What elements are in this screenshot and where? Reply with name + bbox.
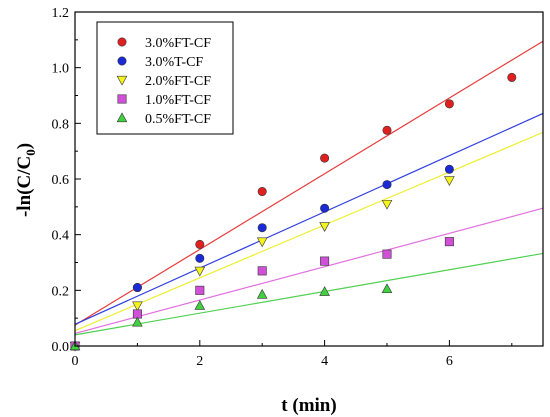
- legend-label: 1.0%FT-CF: [145, 93, 211, 108]
- legend-marker: [117, 56, 127, 66]
- fit-line: [74, 112, 544, 325]
- y-tick-label: 1.0: [52, 62, 70, 77]
- data-point: [195, 253, 205, 263]
- x-tick-label: 4: [321, 354, 328, 369]
- data-point: [132, 283, 142, 293]
- legend-marker: [117, 37, 127, 47]
- data-point: [257, 223, 267, 233]
- data-point: [319, 286, 330, 296]
- data-point: [257, 187, 267, 197]
- legend-label: 3.0%T-CF: [145, 55, 203, 70]
- x-axis-title: t (min): [281, 395, 336, 416]
- data-point: [444, 164, 454, 174]
- y-axis-title: -ln(C/C0): [14, 143, 38, 217]
- legend-label: 0.5%FT-CF: [145, 112, 211, 127]
- legend-marker: [117, 94, 127, 104]
- fit-line: [74, 207, 544, 335]
- x-tick-label: 2: [196, 354, 203, 369]
- data-point: [381, 283, 393, 294]
- data-point: [195, 285, 205, 295]
- data-point: [382, 249, 392, 259]
- legend: 3.0%FT-CF 3.0%T-CF 2.0%FT-CF 1.0%FT-CF 0.5%F…: [96, 21, 234, 135]
- y-tick-label: 1.2: [52, 6, 70, 21]
- y-tick-label: 0.0: [52, 340, 70, 355]
- y-tick-label: 0.4: [52, 229, 70, 244]
- fit-line: [74, 40, 544, 326]
- data-point: [320, 256, 330, 266]
- data-point: [381, 199, 393, 210]
- data-point: [507, 72, 517, 82]
- legend-label: 2.0%FT-CF: [145, 74, 211, 89]
- legend-label: 3.0%FT-CF: [145, 36, 211, 51]
- y-axis-title-main: -ln(C/C: [14, 156, 35, 217]
- series-lines: [74, 40, 544, 336]
- y-tick-label: 0.6: [52, 173, 70, 188]
- fit-line: [74, 131, 544, 332]
- data-point: [444, 176, 455, 187]
- legend-marker: [116, 75, 128, 86]
- data-point: [444, 99, 454, 109]
- data-point: [132, 301, 143, 312]
- data-point: [320, 153, 330, 163]
- y-axis-title-close: ): [14, 143, 35, 149]
- x-tick-label: 0: [72, 354, 79, 369]
- y-tick-label: 0.2: [52, 284, 70, 299]
- y-axis-title-sub: 0: [23, 149, 38, 156]
- data-point: [194, 300, 206, 310]
- x-tick-label: 6: [446, 354, 453, 369]
- x-axis: 0 2 4 6: [72, 340, 513, 369]
- data-point: [194, 266, 206, 277]
- fit-line: [74, 252, 544, 336]
- legend-marker: [116, 112, 128, 123]
- data-point: [382, 180, 392, 190]
- data-point: [132, 316, 143, 327]
- data-point: [382, 125, 392, 135]
- y-tick-label: 0.8: [52, 117, 70, 132]
- data-point: [195, 239, 205, 249]
- y-axis: 0.0 0.2 0.4 0.6 0.8 1.0 1.2: [52, 6, 81, 355]
- data-point: [319, 222, 330, 232]
- data-point: [256, 288, 268, 299]
- data-point: [257, 266, 267, 276]
- data-point: [320, 203, 330, 213]
- data-point: [444, 237, 454, 247]
- data-point: [256, 237, 268, 248]
